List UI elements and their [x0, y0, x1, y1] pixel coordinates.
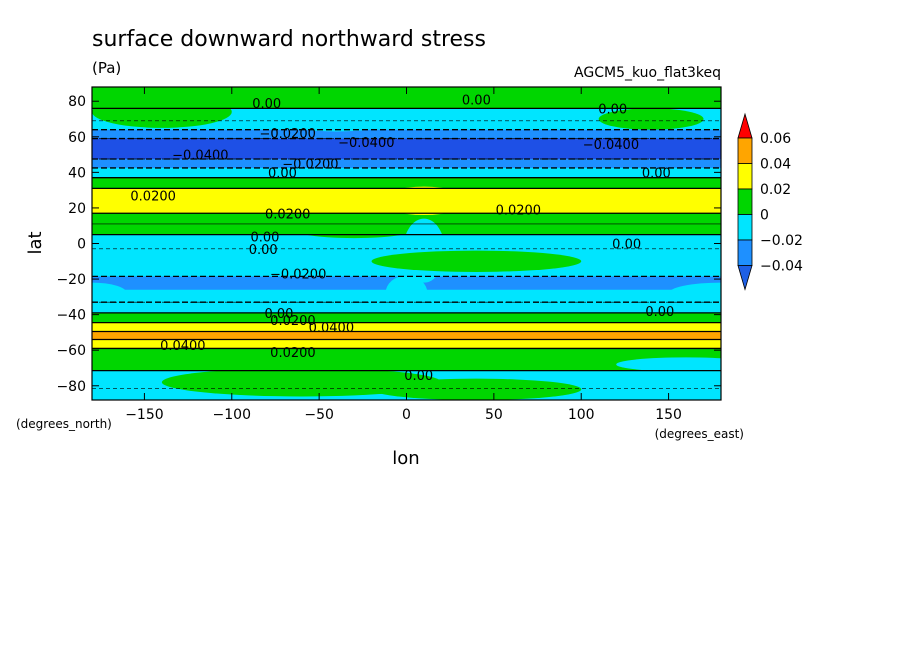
contour-patch — [403, 218, 445, 283]
colorbar-box — [737, 214, 753, 241]
contour-band — [92, 138, 721, 150]
contour-patch — [485, 191, 538, 210]
contour-patch — [284, 113, 390, 132]
y-tick-label: −40 — [56, 308, 86, 324]
contour-band — [92, 159, 721, 169]
colorbar-box — [737, 239, 753, 266]
contour-band — [92, 149, 721, 160]
colorbar-label: 0.02 — [760, 182, 791, 198]
contour-label: 0.00 — [252, 97, 281, 112]
contour-label: 0.00 — [268, 166, 297, 181]
experiment-label: AGCM5_kuo_flat3keq — [574, 65, 721, 81]
plot-field: 0.00 0.000.00−0.0200−0.0400 −0.0400−0.0400… — [92, 87, 721, 400]
contour-patch — [598, 108, 704, 130]
contour-patch — [371, 250, 582, 272]
contour-band — [92, 263, 721, 277]
colorbar-arrow-top — [737, 112, 753, 139]
contour-label: 0.00 — [404, 369, 433, 384]
contour-patch — [476, 87, 617, 109]
contour-label: 0.0200 — [270, 346, 316, 361]
x-axis: −150 −100 −50 0 50 100 150 — [125, 87, 682, 423]
y-tick-label: −80 — [56, 379, 86, 395]
contour-band — [92, 129, 721, 140]
contour-band — [92, 120, 721, 131]
contour-patches — [92, 87, 721, 400]
chart-title: surface downward northward stress — [92, 27, 486, 52]
contour-label: −0.0200 — [259, 127, 315, 142]
contour-label: 0.0200 — [265, 207, 311, 222]
contour-patch — [371, 378, 582, 400]
contour-patch — [668, 282, 721, 304]
contour-patch — [284, 213, 424, 239]
contour-band — [92, 167, 721, 179]
contour-band — [92, 348, 721, 360]
contour-label: 0.00 — [264, 307, 293, 322]
y-axis-units: (degrees_north) — [16, 417, 112, 431]
contour-label: 0.00 — [645, 305, 674, 320]
colorbar-label: −0.04 — [760, 259, 803, 275]
contour-label: −0.0400 — [172, 149, 228, 164]
units-label: (Pa) — [92, 59, 121, 77]
y-tick-label: 0 — [77, 237, 86, 253]
y-tick-label: 80 — [68, 94, 86, 110]
colorbar-box — [737, 188, 753, 215]
y-axis-title: lat — [25, 231, 46, 254]
contour-patch — [92, 95, 232, 128]
contour-label: −0.0200 — [282, 157, 338, 172]
contour-band — [92, 312, 721, 324]
x-tick-label: 0 — [402, 407, 411, 423]
contour-patch — [92, 282, 127, 304]
contour-patch — [161, 367, 442, 397]
x-tick-label: −150 — [125, 407, 163, 423]
contour-label: 0.0200 — [270, 314, 316, 329]
contour-band — [92, 177, 721, 189]
colorbar: 0.06 0.04 0.02 0 −0.02 −0.04 — [737, 112, 803, 291]
contour-label: 0.00 — [250, 230, 279, 245]
contour-band — [92, 108, 721, 122]
contour-label: 0.0400 — [309, 321, 355, 336]
x-axis-title: lon — [392, 448, 419, 469]
x-axis-units: (degrees_east) — [655, 427, 744, 441]
x-tick-label: −50 — [304, 407, 334, 423]
contour-label: −0.0400 — [583, 138, 639, 153]
colorbar-box — [737, 163, 753, 190]
contour-label: 0.0200 — [496, 204, 542, 219]
contour-label: 0.00 — [612, 238, 641, 253]
x-tick-label: 100 — [568, 407, 595, 423]
contour-patch — [616, 357, 721, 372]
contour-band — [92, 359, 721, 372]
colorbar-label: 0 — [760, 208, 769, 224]
colorbar-label: 0.04 — [760, 157, 791, 173]
contour-band — [92, 331, 721, 341]
y-axis: −80 −60 −40 −20 0 20 40 60 80 — [56, 94, 721, 395]
colorbar-arrow-bottom — [737, 265, 753, 291]
x-tick-label: 50 — [485, 407, 503, 423]
contour-label: 0.00 — [462, 93, 491, 108]
colorbar-label: −0.02 — [760, 233, 803, 249]
contour-bands — [92, 87, 721, 400]
contour-label: −0.0400 — [338, 136, 394, 151]
y-tick-label: 60 — [68, 130, 86, 146]
y-tick-label: 40 — [68, 165, 86, 181]
y-tick-label: −20 — [56, 272, 86, 288]
y-tick-label: 20 — [68, 201, 86, 217]
contour-band — [92, 339, 721, 349]
y-tick-label: −60 — [56, 343, 86, 359]
contour-label: 0.00 — [249, 243, 278, 258]
x-tick-label: −100 — [213, 407, 251, 423]
contour-patch — [385, 275, 428, 312]
colorbar-label: 0.06 — [760, 131, 791, 147]
colorbar-box — [737, 137, 753, 164]
contour-label: 0.0400 — [160, 339, 206, 354]
contour-band — [92, 322, 721, 333]
contour-label: 0.0200 — [130, 189, 176, 204]
contour-patch — [380, 186, 468, 216]
contour-label: −0.0200 — [270, 268, 326, 283]
contour-lines — [92, 107, 721, 389]
contour-label: 0.00 — [598, 102, 627, 117]
contour-label: 0.00 — [642, 166, 671, 181]
contour-labels: 0.00 0.000.00−0.0200−0.0400 −0.0400−0.0400… — [130, 93, 674, 384]
x-tick-label: 150 — [655, 407, 682, 423]
